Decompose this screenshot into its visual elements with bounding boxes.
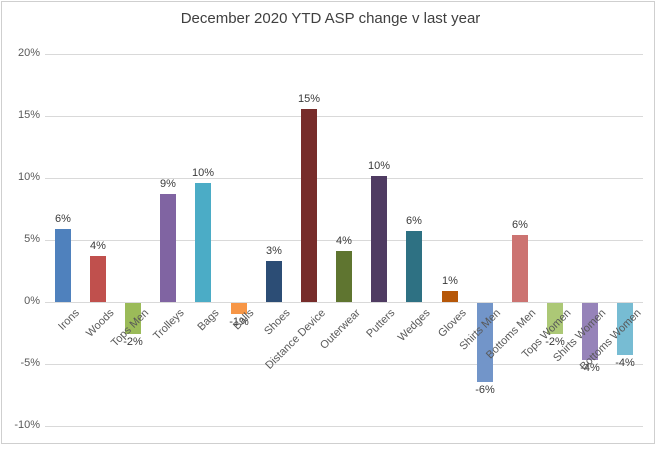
y-axis-tick-label: 0%: [24, 295, 40, 307]
gridline-20%: [45, 54, 643, 55]
bar-shirts-women: [582, 303, 598, 360]
data-label-bottoms-women: -4%: [615, 357, 635, 369]
data-label-distance-device: 15%: [297, 93, 321, 105]
bar-woods: [90, 256, 106, 302]
y-axis-tick-label: -10%: [14, 419, 40, 431]
y-axis-tick-label: 5%: [24, 233, 40, 245]
x-axis-category-label-wedges: Wedges: [395, 307, 433, 344]
y-axis-tick-label: 20%: [17, 47, 40, 59]
y-axis-tick-label: -5%: [20, 357, 40, 369]
y-axis-tick-label: 10%: [17, 171, 40, 183]
data-label-putters: 10%: [367, 160, 391, 172]
gridline--5%: [45, 364, 643, 365]
y-axis-tick-label: 15%: [17, 109, 40, 121]
x-axis-category-label-woods: Woods: [83, 307, 117, 340]
data-label-balls: -1%: [229, 316, 249, 328]
data-label-outerwear: 4%: [336, 235, 352, 247]
bar-tops-women: [547, 303, 563, 334]
data-label-shirts-women: -4%: [580, 362, 600, 374]
bar-putters: [371, 176, 387, 302]
bar-gloves: [442, 291, 458, 302]
gridline-0%: [45, 302, 643, 303]
gridline-10%: [45, 178, 643, 179]
data-label-tops-men: -2%: [123, 336, 143, 348]
bar-wedges: [406, 231, 422, 302]
chart-border: [1, 1, 655, 444]
x-axis-category-label-irons: Irons: [55, 307, 82, 333]
bar-tops-men: [125, 303, 141, 334]
data-label-woods: 4%: [90, 240, 106, 252]
data-label-shirts-men: -6%: [475, 384, 495, 396]
x-axis-category-label-gloves: Gloves: [435, 307, 469, 340]
data-label-bottoms-men: 6%: [512, 219, 528, 231]
data-label-bags: 10%: [191, 167, 215, 179]
bar-bottoms-women: [617, 303, 633, 355]
chart-title: December 2020 YTD ASP change v last year: [180, 10, 481, 27]
x-axis-category-label-shoes: Shoes: [261, 307, 293, 338]
bar-shirts-men: [477, 303, 493, 382]
x-axis-category-label-distance-device: Distance Device: [262, 307, 328, 372]
data-label-tops-women: -2%: [545, 336, 565, 348]
gridline-15%: [45, 116, 643, 117]
x-axis-category-label-putters: Putters: [364, 307, 398, 341]
bar-bags: [195, 183, 211, 302]
data-label-wedges: 6%: [406, 215, 422, 227]
bar-bottoms-men: [512, 235, 528, 302]
gridline-5%: [45, 240, 643, 241]
data-label-trolleys: 9%: [160, 178, 176, 190]
bar-outerwear: [336, 251, 352, 302]
gridline--10%: [45, 426, 643, 427]
bar-irons: [55, 229, 71, 302]
data-label-gloves: 1%: [442, 275, 458, 287]
bar-trolleys: [160, 194, 176, 302]
x-axis-category-label-trolleys: Trolleys: [151, 307, 187, 343]
data-label-shoes: 3%: [266, 245, 282, 257]
bar-distance-device: [301, 109, 317, 302]
data-label-irons: 6%: [55, 213, 71, 225]
bar-balls: [231, 303, 247, 314]
bar-shoes: [266, 261, 282, 302]
